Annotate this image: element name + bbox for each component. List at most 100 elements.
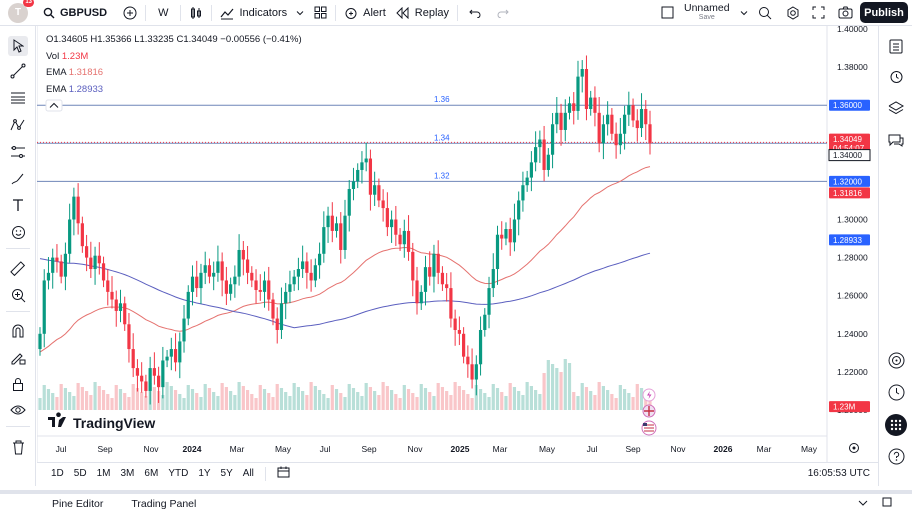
price-tick-label: 1.22000 [837,367,868,377]
price-chart[interactable]: 1.36 1.34 1.32 1.40000 1.38000 1.34000 1.3000… [37,26,878,462]
remove-drawings-tool[interactable] [8,437,28,457]
products-button[interactable] [885,414,907,436]
price-label-text: 1.32000 [833,177,862,186]
indicators-button[interactable]: Indicators [215,0,309,26]
volume-bar [483,393,487,410]
forecast-tool[interactable] [8,142,28,162]
brush-icon [11,173,24,185]
price-label-text: 1.28933 [833,236,862,245]
chart-type-button[interactable] [184,0,208,26]
candle-body [84,246,89,258]
candle-body [233,276,237,285]
candle-body [500,234,504,239]
measure-tool[interactable] [8,259,28,279]
trendline-tool[interactable] [8,61,28,81]
brush-tool[interactable] [8,169,28,189]
help-button[interactable] [886,446,906,466]
candle-body [216,261,220,273]
goto-settings[interactable] [849,443,859,453]
text-tool[interactable] [8,195,28,215]
user-avatar[interactable]: T 13 [8,0,34,23]
range-button-1d[interactable]: 1D [51,468,64,479]
candle-body [199,272,203,289]
settings-button[interactable] [781,0,805,26]
candle-body [389,219,394,228]
alerts-button[interactable] [886,66,906,86]
date-range-button[interactable] [272,466,295,481]
volume-bar [186,385,190,410]
candle-body [601,124,606,144]
redo-button[interactable] [489,0,517,26]
range-button-1y[interactable]: 1Y [198,468,211,479]
utc-clock[interactable]: 16:05:53 UTC [808,468,870,479]
object-tree-button[interactable] [886,98,906,118]
interval-button[interactable]: W [149,0,177,26]
compare-symbol-button[interactable] [118,0,142,26]
lock-drawings-tool[interactable] [8,374,28,394]
alert-button[interactable]: Alert [339,0,391,26]
candle-body [525,177,529,186]
volume-bar [512,387,517,410]
zoom-tool[interactable] [8,285,28,305]
range-button-5d[interactable]: 5D [73,468,87,479]
range-button-1m[interactable]: 1M [96,468,111,479]
range-button-3m[interactable]: 3M [120,468,135,479]
publish-button[interactable]: Publish [860,2,908,23]
symbol-search[interactable]: GBPUSD [38,0,112,26]
stay-drawing-tool[interactable] [8,347,28,367]
quick-search-button[interactable] [753,0,777,26]
magnet-tool[interactable] [8,321,28,341]
replay-button[interactable]: Replay [391,0,454,26]
vol-value: 1.23M [61,50,89,62]
range-button-6m[interactable]: 6M [144,468,159,479]
tradingview-logo-icon [48,412,66,427]
volume-bar [644,392,648,410]
range-button-ytd[interactable]: YTD [168,468,189,479]
pencil-lock-icon [11,352,26,364]
vol-label: Vol [46,50,60,62]
collapse-panel-button[interactable] [858,498,868,510]
hide-drawings-tool[interactable] [8,400,28,420]
volume-bar [173,390,178,410]
volume-bar [101,390,106,410]
ema-fast-row[interactable]: EMA 1.31816 [46,65,302,82]
range-button-5y[interactable]: 5Y [220,468,233,479]
tab-pine-editor[interactable]: Pine Editor [38,498,117,510]
volume-bar [195,393,199,410]
calendar-button[interactable] [886,382,906,402]
tab-trading-panel[interactable]: Trading Panel [117,498,210,510]
volume-bar [593,395,597,410]
layout-save-button[interactable]: Unnamed Save [656,0,753,26]
maximize-panel-button[interactable] [882,497,892,510]
range-button-all[interactable]: All [242,468,254,479]
pattern-tool[interactable] [8,115,28,135]
price-label-text: 1.23M [833,403,856,412]
tab-label: Pine Editor [52,497,104,510]
volume-bar [606,390,610,410]
volume-bar [152,387,156,410]
tab-label: Trading Panel [131,497,197,510]
candle-body [597,112,601,144]
candle-body [46,272,51,281]
snapshot-button[interactable] [833,0,858,26]
chats-button[interactable] [886,130,906,150]
ema-slow-row[interactable]: EMA 1.28933 [46,82,302,99]
layouts-button[interactable] [309,0,332,26]
candle-body [169,349,173,357]
divider [6,426,30,427]
collapse-legend-button[interactable] [45,99,63,112]
candle-body [220,261,224,281]
fib-tool[interactable] [8,88,28,108]
watchlist-button[interactable] [886,36,906,56]
emoji-tool[interactable] [8,222,28,242]
volume-row[interactable]: Vol 1.23M [46,49,302,66]
cursor-tool[interactable] [8,36,28,56]
undo-button[interactable] [461,0,489,26]
level-line-label: 1.34 [434,133,450,142]
fullscreen-button[interactable] [807,0,830,26]
volume-bar [199,397,203,410]
candle-body [521,185,525,201]
volume-bar [550,364,555,410]
candle-body [356,169,360,182]
ideas-button[interactable] [886,350,906,370]
